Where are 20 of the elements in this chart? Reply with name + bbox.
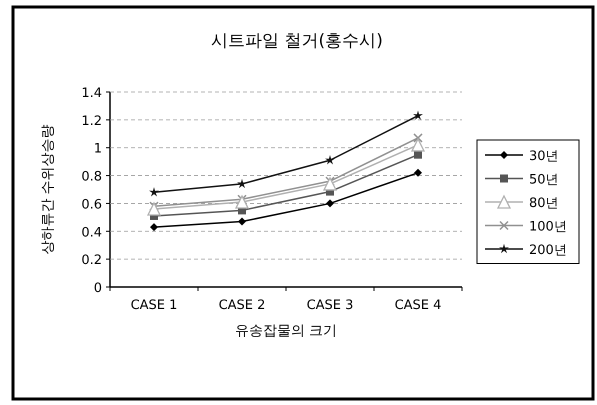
y-tick-label: 0.8: [81, 170, 102, 185]
legend-label: 80년: [529, 196, 559, 211]
x-tick-label: CASE 3: [306, 298, 354, 313]
y-tick-label: 1: [94, 142, 102, 157]
x-tick-label: CASE 1: [130, 298, 178, 313]
legend-label: 30년: [529, 149, 559, 164]
x-tick-label: CASE 4: [394, 298, 442, 313]
y-tick-label: 0.4: [81, 225, 102, 240]
legend-label: 50년: [529, 172, 559, 188]
legend-label: 200년: [529, 243, 567, 258]
y-tick-label: 0.2: [81, 253, 102, 268]
x-tick-label: CASE 2: [218, 298, 266, 313]
y-tick-label: 1.2: [81, 114, 102, 129]
y-tick-label: 0: [94, 281, 102, 296]
chart-title: 시트파일 철거(홍수시): [211, 31, 383, 51]
y-tick-label: 1.4: [81, 86, 102, 101]
legend-label: 100년: [529, 220, 567, 234]
y-axis-title: 상하류간 수위상승량: [40, 124, 56, 255]
x-axis-title: 유송잡물의 크기: [234, 323, 338, 339]
y-tick-label: 0.6: [81, 197, 102, 212]
